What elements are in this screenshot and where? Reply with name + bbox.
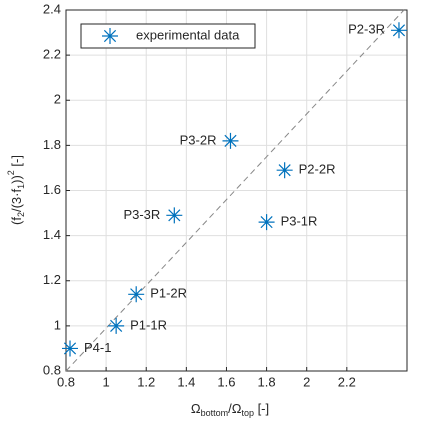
data-point bbox=[108, 317, 125, 334]
data-point bbox=[390, 22, 407, 39]
point-label: P4-1 bbox=[84, 340, 111, 355]
reference-line bbox=[65, 9, 405, 372]
point-label: P1-1R bbox=[130, 317, 167, 332]
y-label-part: )) bbox=[9, 175, 24, 184]
data-point bbox=[222, 132, 239, 149]
x-tick-label: 1.4 bbox=[177, 374, 195, 389]
x-tick-label: 1.2 bbox=[137, 374, 155, 389]
x-label-part: [-] bbox=[254, 401, 269, 416]
x-tick-label: 1 bbox=[103, 374, 110, 389]
x-label-part: bottom bbox=[201, 408, 229, 418]
data-point bbox=[166, 207, 183, 224]
x-tick-label: 1.8 bbox=[258, 374, 276, 389]
y-tick-label: 2 bbox=[54, 92, 61, 107]
y-tick-label: 1.8 bbox=[43, 137, 61, 152]
y-label-part: 1 bbox=[16, 184, 26, 189]
y-tick-label: 1.2 bbox=[43, 272, 61, 287]
legend-marker bbox=[102, 28, 118, 44]
y-axis-label: (f2/(3·f1))2 [-] bbox=[6, 155, 26, 225]
y-label-part: 2 bbox=[16, 212, 26, 217]
y-label-part: /(3·f bbox=[9, 189, 24, 213]
y-label-part: (f bbox=[9, 217, 24, 225]
y-tick-label: 0.8 bbox=[43, 362, 61, 377]
x-label-part: /Ω bbox=[228, 401, 242, 416]
y-tick-label: 2.4 bbox=[43, 1, 61, 16]
data-point bbox=[276, 162, 293, 179]
point-label: P2-2R bbox=[299, 162, 336, 177]
data-point bbox=[128, 286, 145, 303]
y-tick-label: 1.4 bbox=[43, 227, 61, 242]
data-point bbox=[62, 340, 79, 357]
x-axis-label: Ωbottom/Ωtop [-] bbox=[191, 401, 269, 418]
point-label: P1-2R bbox=[150, 286, 187, 301]
axes-box bbox=[65, 9, 408, 372]
point-label: P2-3R bbox=[348, 22, 385, 37]
x-label-part: top bbox=[241, 408, 254, 418]
x-tick-label: 1.6 bbox=[217, 374, 235, 389]
y-tick-label: 1.6 bbox=[43, 182, 61, 197]
point-label: P3-1R bbox=[281, 214, 318, 229]
x-label-part: Ω bbox=[191, 401, 201, 416]
legend-label: experimental data bbox=[136, 27, 240, 42]
y-tick-label: 2.2 bbox=[43, 47, 61, 62]
y-label-part: [-] bbox=[9, 155, 24, 170]
x-tick-label: 2.2 bbox=[338, 374, 356, 389]
data-point bbox=[258, 214, 275, 231]
y-tick-label: 1 bbox=[54, 317, 61, 332]
point-label: P3-2R bbox=[180, 132, 217, 147]
y-label-part: 2 bbox=[6, 170, 16, 175]
x-tick-label: 2 bbox=[303, 374, 310, 389]
x-tick-label: 0.8 bbox=[57, 374, 75, 389]
point-label: P3-3R bbox=[123, 207, 160, 222]
